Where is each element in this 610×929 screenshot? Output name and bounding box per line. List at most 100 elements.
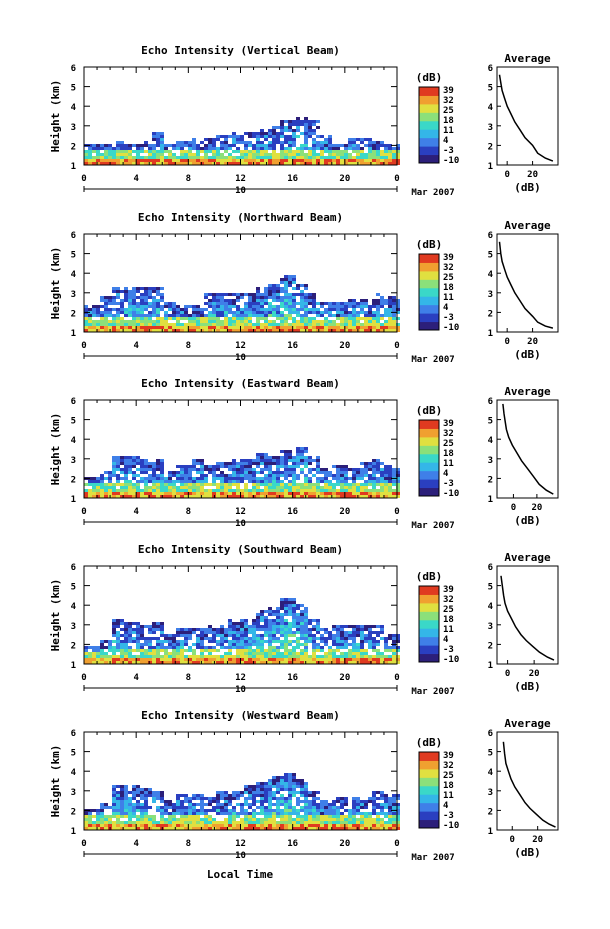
heatmap-cell [168, 646, 172, 649]
heatmap-cell [364, 317, 368, 320]
heatmap-cell [232, 471, 236, 474]
heatmap-cell [244, 643, 248, 646]
heatmap-cell [296, 655, 300, 658]
heatmap-cell [176, 317, 180, 320]
heatmap-cell [332, 634, 336, 637]
heatmap-cell [156, 150, 160, 153]
heatmap-cell [396, 308, 400, 311]
heatmap-cell [176, 486, 180, 489]
heatmap-cell [136, 314, 140, 317]
heatmap-cell [312, 329, 316, 332]
heatmap-cell [320, 640, 324, 643]
heatmap-cell [396, 655, 400, 658]
heatmap-cell [248, 637, 252, 640]
heatmap-cell [288, 794, 292, 797]
heatmap-cell [112, 474, 116, 477]
heatmap-cell [104, 486, 108, 489]
heatmap-cell [188, 658, 192, 661]
heatmap-cell [316, 156, 320, 159]
heatmap-cell [368, 147, 372, 150]
heatmap-cell [104, 477, 108, 480]
average-y-tick-label: 1 [488, 329, 493, 339]
heatmap-cell [304, 610, 308, 613]
heatmap-cell [148, 147, 152, 150]
heatmap-cell [156, 468, 160, 471]
heatmap-cell [88, 329, 92, 332]
heatmap-cell [396, 302, 400, 305]
heatmap-cell [364, 468, 368, 471]
heatmap-cell [372, 162, 376, 165]
heatmap-cell [260, 637, 264, 640]
heatmap-cell [212, 138, 216, 141]
heatmap-cell [200, 655, 204, 658]
heatmap-cell [164, 317, 168, 320]
date-day: 10 [235, 685, 246, 695]
y-tick-label: 6 [71, 397, 76, 407]
heatmap-cell [256, 138, 260, 141]
heatmap-cell [260, 824, 264, 827]
heatmap-cell [256, 483, 260, 486]
heatmap-cell [276, 126, 280, 129]
heatmap-cell [396, 486, 400, 489]
heatmap-cell [176, 634, 180, 637]
heatmap-cell [236, 162, 240, 165]
heatmap-cell [364, 628, 368, 631]
heatmap-cell [320, 637, 324, 640]
heatmap-cell [204, 661, 208, 664]
heatmap-cell [124, 631, 128, 634]
heatmap-cell [184, 797, 188, 800]
heatmap-cell [196, 320, 200, 323]
heatmap-cell [276, 326, 280, 329]
heatmap-cell [108, 824, 112, 827]
heatmap-cell [188, 821, 192, 824]
heatmap-cell [296, 619, 300, 622]
heatmap-cell [256, 788, 260, 791]
heatmap-cell [288, 126, 292, 129]
heatmap-cell [288, 471, 292, 474]
heatmap-cell [340, 162, 344, 165]
heatmap-cell [228, 818, 232, 821]
heatmap-cell [112, 809, 116, 812]
heatmap-cell [116, 477, 120, 480]
heatmap-cell [380, 652, 384, 655]
heatmap-cell [148, 492, 152, 495]
heatmap-cell [248, 628, 252, 631]
heatmap-cell [380, 144, 384, 147]
heatmap-cell [360, 305, 364, 308]
heatmap-cell [300, 788, 304, 791]
heatmap-cell [384, 162, 388, 165]
heatmap-cell [336, 162, 340, 165]
heatmap-cell [388, 147, 392, 150]
heatmap-cell [308, 153, 312, 156]
heatmap-cell [312, 492, 316, 495]
heatmap-cell [220, 797, 224, 800]
heatmap-cell [296, 785, 300, 788]
heatmap-cell [292, 468, 296, 471]
heatmap-cell [376, 634, 380, 637]
heatmap-cell [320, 480, 324, 483]
heatmap-cell [124, 661, 128, 664]
colorbar-unit: (dB) [416, 404, 443, 417]
heatmap-cell [240, 809, 244, 812]
heatmap-cell [136, 468, 140, 471]
heatmap-cell [108, 299, 112, 302]
heatmap-cell [156, 302, 160, 305]
heatmap-cell [316, 812, 320, 815]
heatmap-cell [268, 159, 272, 162]
heatmap-cell [120, 323, 124, 326]
heatmap-title: Echo Intensity (Northward Beam) [138, 211, 343, 224]
heatmap-cell [268, 141, 272, 144]
heatmap-cell [152, 159, 156, 162]
colorbar-tick-label: 25 [443, 106, 454, 116]
heatmap-cell [244, 625, 248, 628]
heatmap-cell [216, 821, 220, 824]
heatmap-cell [368, 631, 372, 634]
heatmap-cell [304, 120, 308, 123]
heatmap-cell [144, 495, 148, 498]
heatmap-cell [196, 646, 200, 649]
heatmap-cell [376, 477, 380, 480]
heatmap-cell [208, 144, 212, 147]
heatmap-cell [292, 278, 296, 281]
heatmap-cell [396, 323, 400, 326]
heatmap-cell [124, 456, 128, 459]
